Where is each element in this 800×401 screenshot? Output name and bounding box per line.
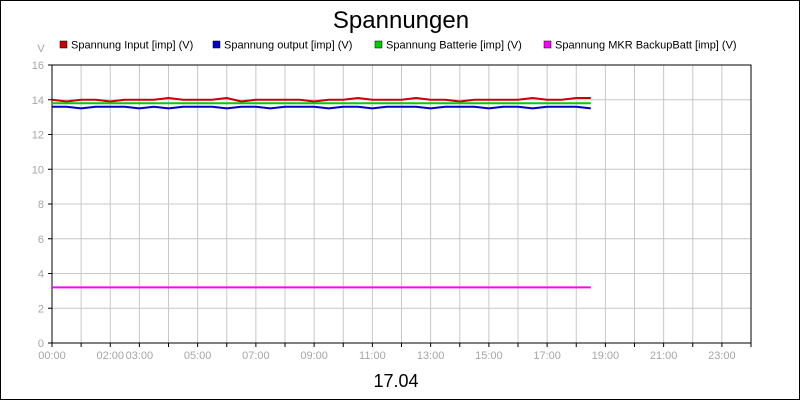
x-tick-label: 02:00 <box>96 350 124 362</box>
x-tick-label: 13:00 <box>417 350 445 362</box>
legend: Spannung Input [imp] (V) Spannung output … <box>59 40 737 52</box>
y-axis: 0 2 4 6 8 10 12 14 16 <box>32 60 52 350</box>
series-line-1 <box>51 97 591 103</box>
x-tick-label: 21:00 <box>650 350 678 362</box>
legend-swatch <box>543 40 552 49</box>
legend-label: Spannung output [imp] (V) <box>224 40 352 52</box>
legend-label: Spannung MKR BackupBatt [imp] (V) <box>555 40 737 52</box>
legend-label: Spannung Batterie [imp] (V) <box>386 40 522 52</box>
y-tick-label: 12 <box>32 130 44 142</box>
x-tick-label: 17:00 <box>533 350 561 362</box>
y-tick-label: 6 <box>38 234 44 246</box>
x-tick-label: 11:00 <box>359 350 386 362</box>
y-tick-label: 14 <box>32 95 44 107</box>
x-tick-label: 05:00 <box>184 350 212 362</box>
x-tick-label: 03:00 <box>126 350 154 362</box>
legend-swatch <box>212 40 221 49</box>
series-group <box>51 97 591 289</box>
x-tick-label: 09:00 <box>300 350 328 362</box>
x-tick-label: 15:00 <box>475 350 503 362</box>
chart-title: Spannungen <box>333 7 469 34</box>
y-tick-label: 10 <box>32 164 44 176</box>
y-tick-label: 0 <box>38 338 44 350</box>
series-line-2 <box>52 105 591 110</box>
legend-label: Spannung Input [imp] (V) <box>71 40 193 52</box>
x-tick-label: 23:00 <box>708 350 736 362</box>
legend-swatch <box>59 40 68 49</box>
y-tick-label: 8 <box>38 199 44 211</box>
x-tick-label: 00:00 <box>38 350 66 362</box>
x-tick-label: 07:00 <box>242 350 270 362</box>
x-axis-label: 17.04 <box>373 371 418 391</box>
legend-swatch <box>374 40 383 49</box>
y-axis-label: V <box>37 43 45 55</box>
grid <box>52 65 751 343</box>
y-tick-label: 2 <box>38 303 44 315</box>
y-tick-label: 4 <box>38 269 44 281</box>
y-tick-label: 16 <box>32 60 44 72</box>
x-tick-label: 19:00 <box>592 350 620 362</box>
x-axis: 00:00 02:00 03:00 05:00 07:00 09:00 11:00 13:00… <box>38 343 752 362</box>
